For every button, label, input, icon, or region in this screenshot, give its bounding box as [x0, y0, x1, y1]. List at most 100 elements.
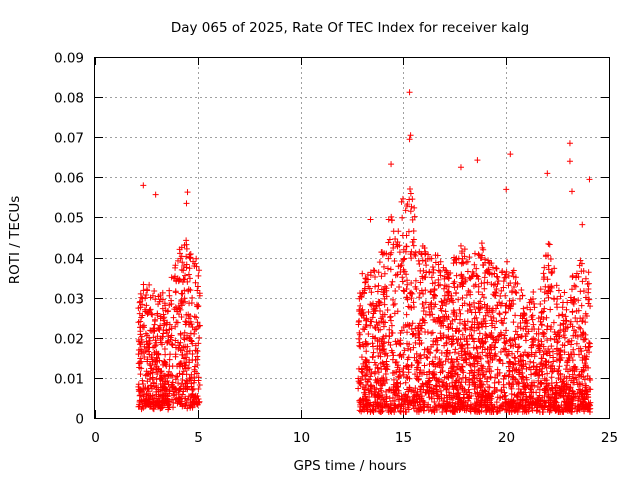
data-point — [517, 312, 524, 319]
data-point — [178, 266, 185, 273]
data-point — [488, 281, 495, 288]
data-point — [585, 344, 592, 351]
data-point — [139, 377, 146, 384]
data-point — [141, 324, 148, 331]
data-point — [450, 280, 457, 287]
data-point — [580, 330, 587, 337]
data-point — [179, 351, 186, 358]
data-point — [493, 273, 500, 280]
data-point — [388, 401, 395, 408]
data-point — [479, 389, 486, 396]
data-point — [574, 408, 581, 415]
data-point — [445, 335, 452, 342]
data-point — [375, 408, 382, 415]
data-point — [520, 305, 527, 312]
data-point — [488, 346, 495, 353]
data-point — [397, 268, 404, 275]
data-point — [475, 336, 482, 343]
data-point — [402, 395, 409, 402]
data-point — [547, 288, 554, 295]
data-point — [445, 271, 452, 278]
data-point — [513, 392, 520, 399]
data-point — [432, 318, 439, 325]
data-point — [483, 378, 490, 385]
data-point — [390, 397, 397, 404]
data-point — [506, 337, 513, 344]
data-point — [538, 322, 545, 329]
data-point — [497, 357, 504, 364]
data-point — [503, 186, 510, 193]
data-point — [488, 322, 495, 329]
data-point — [456, 327, 463, 334]
data-point — [172, 385, 179, 392]
data-point — [496, 311, 503, 318]
data-point — [493, 265, 500, 272]
data-point — [355, 335, 362, 342]
data-point — [485, 390, 492, 397]
data-point — [414, 359, 421, 366]
data-point — [176, 305, 183, 312]
data-point — [383, 398, 390, 405]
data-point — [429, 280, 436, 287]
data-point — [575, 345, 582, 352]
data-point — [535, 371, 542, 378]
data-point — [166, 390, 173, 397]
data-point — [502, 406, 509, 413]
data-point — [476, 304, 483, 311]
data-point — [166, 301, 173, 308]
data-point — [149, 369, 156, 376]
data-point — [386, 326, 393, 333]
data-point — [574, 318, 581, 325]
data-point — [468, 309, 475, 316]
data-point — [468, 324, 475, 331]
data-point — [387, 407, 394, 414]
data-point — [407, 132, 414, 139]
data-point — [138, 398, 145, 405]
data-point — [137, 331, 144, 338]
data-point — [193, 263, 200, 270]
data-point — [367, 216, 374, 223]
data-point — [549, 362, 556, 369]
data-point — [553, 379, 560, 386]
data-point — [488, 317, 495, 324]
data-point — [466, 332, 473, 339]
data-point — [537, 379, 544, 386]
data-point — [541, 289, 548, 296]
data-point — [412, 277, 419, 284]
data-point — [366, 376, 373, 383]
data-point — [489, 305, 496, 312]
data-point — [563, 366, 569, 373]
data-point — [493, 399, 500, 406]
data-point — [410, 393, 417, 400]
data-point — [373, 379, 380, 386]
data-point — [539, 408, 546, 415]
data-point — [420, 398, 427, 405]
data-point — [578, 302, 585, 309]
data-point — [535, 343, 542, 350]
data-point — [420, 407, 427, 414]
data-point — [519, 357, 526, 364]
data-point — [577, 325, 584, 332]
data-point — [461, 300, 468, 307]
data-point — [438, 307, 445, 314]
y-tick-label: 0.01 — [54, 372, 84, 388]
data-point — [555, 408, 562, 415]
data-point — [152, 191, 159, 198]
data-point — [175, 311, 182, 318]
data-point — [546, 408, 553, 415]
data-point — [172, 337, 179, 344]
data-point — [517, 400, 524, 407]
data-point — [387, 341, 394, 348]
data-point — [406, 196, 413, 203]
data-point — [137, 290, 144, 297]
data-point — [361, 407, 368, 414]
data-point — [517, 353, 524, 360]
data-point — [527, 358, 534, 365]
data-point — [437, 317, 444, 324]
data-point — [473, 265, 480, 272]
data-point — [181, 329, 188, 336]
data-point — [527, 394, 534, 401]
data-point — [459, 274, 466, 281]
data-point — [503, 268, 510, 275]
data-point — [561, 334, 568, 341]
